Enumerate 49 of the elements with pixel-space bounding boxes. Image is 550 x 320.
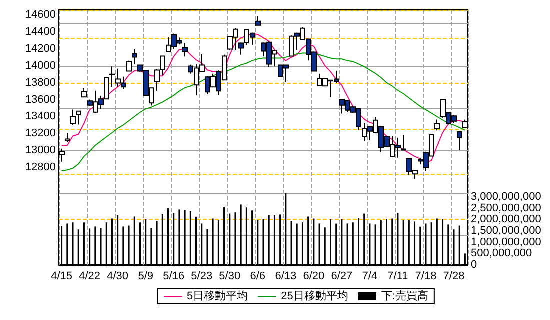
line-series (61, 33, 466, 163)
candlestick (457, 131, 462, 152)
y2-tick-label: 2,000,000,000 (471, 214, 542, 226)
y-tick-label: 14600 (25, 9, 56, 22)
candlestick (76, 110, 81, 126)
x-tick-label: 4/22 (79, 270, 101, 282)
x-tick-label: 4/15 (51, 270, 73, 282)
legend-label: 25日移動平均 (281, 290, 348, 302)
candlestick (255, 16, 261, 26)
x-tick-label: 7/11 (388, 270, 408, 282)
x-tick-label: 6/6 (250, 270, 266, 282)
candlestick (182, 42, 188, 58)
y-tick-label: 13800 (25, 76, 56, 89)
x-tick-label: 6/20 (303, 270, 325, 282)
x-tick-label: 5/9 (138, 270, 154, 282)
y2-tick-label: 1,000,000,000 (471, 236, 542, 248)
x-tick-label: 7/4 (362, 270, 378, 282)
y2-tick-label: 500,000,000 (471, 248, 532, 260)
x-tick-label: 6/27 (331, 270, 353, 282)
x-tick-label: 5/23 (191, 270, 213, 282)
y-tick-label: 14000 (25, 60, 56, 72)
line-series (61, 52, 466, 172)
candlestick (132, 48, 137, 65)
candlestick (109, 66, 115, 88)
y-tick-label: 13200 (25, 128, 56, 140)
y-tick-label: 14200 (25, 42, 56, 55)
x-tick-label: 4/30 (107, 270, 129, 282)
x-tick-label: 6/13 (275, 270, 297, 282)
candlestick (65, 132, 70, 143)
y-tick-label: 12800 (25, 162, 56, 174)
y2-tick-label: 1,500,000,000 (471, 225, 542, 237)
candlestick (70, 109, 76, 126)
y2-tick-label: 0 (471, 259, 478, 271)
legend-label: 下:売買高 (381, 290, 428, 302)
y-tick-label: 13600 (25, 94, 56, 106)
y-tick-label: 13000 (25, 144, 56, 157)
candlestick (126, 60, 132, 72)
x-tick-label: 5/16 (163, 270, 185, 282)
y-tick-label: 13400 (25, 110, 56, 123)
x-tick-label: 7/18 (415, 270, 437, 282)
y2-tick-label: 3,000,000,000 (471, 191, 542, 203)
candlestick (434, 119, 440, 132)
y2-tick-label: 2,500,000,000 (471, 202, 542, 214)
x-tick-label: 7/28 (443, 270, 465, 282)
x-tick-label: 5/30 (219, 270, 241, 282)
legend-label: 5日移動平均 (187, 290, 248, 302)
y-tick-label: 14400 (25, 26, 56, 38)
candlestick (81, 88, 87, 98)
candlestick (401, 134, 406, 151)
